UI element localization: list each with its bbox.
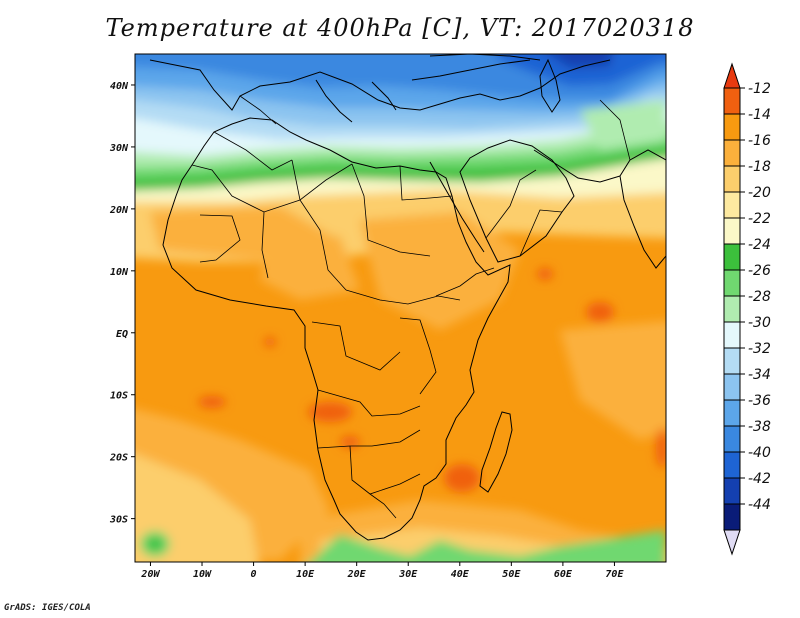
colorbar-label: -36: [748, 393, 771, 409]
colorbar-swatch: [723, 113, 741, 141]
lon-tick-label: 20E: [347, 569, 367, 580]
lat-tick-label: 10S: [110, 391, 128, 402]
plot-frame: [134, 53, 667, 563]
lat-tick-label: 30N: [109, 143, 129, 154]
lat-tick-label: 10N: [110, 267, 129, 278]
colorbar-label: -32: [748, 341, 771, 357]
lon-tick-label: 40E: [451, 569, 470, 580]
lon-tick-label: 30E: [398, 569, 418, 580]
colorbar-top-arrow: [723, 62, 741, 89]
lat-tick-label: 20S: [109, 453, 128, 464]
colorbar-label: -38: [748, 419, 771, 435]
lat-tick-label: 20N: [109, 205, 129, 216]
latitude-axis: 40N 30N 20N 10N EQ 10S 20S 30S: [109, 81, 135, 526]
lon-tick-label: 10W: [193, 569, 212, 580]
colorbar-label: -40: [748, 445, 771, 461]
lat-tick-label: 40N: [110, 81, 129, 92]
colorbar-swatch: [723, 87, 741, 115]
colorbar-swatch: [723, 321, 741, 349]
colorbar-label: -30: [748, 315, 771, 331]
colorbar-label: -26: [748, 263, 771, 279]
colorbar-label: -44: [748, 497, 771, 513]
colorbar-swatch: [723, 269, 741, 297]
colorbar-swatch: [723, 217, 741, 245]
colorbar-label: -42: [748, 471, 771, 487]
colorbar-label: -18: [748, 159, 771, 175]
colorbar-label: -20: [748, 185, 771, 201]
longitude-axis: 20W 10W 0 10E 20E 30E 40E 50E 60E 70E: [140, 562, 624, 580]
lon-tick-label: 50E: [502, 569, 521, 580]
lon-tick-label: 70E: [605, 569, 624, 580]
colorbar-swatch: [723, 295, 741, 323]
temperature-field: [135, 54, 666, 562]
map-title: Temperature at 400hPa [C], VT: 201702031…: [105, 14, 695, 42]
colorbar-swatch: [723, 243, 741, 271]
colorbar: -12 -14 -16 -18 -20 -22 -24 -26 -28 -30 -32 -34 -36 -…: [723, 62, 771, 556]
country-borders: [191, 95, 631, 519]
colorbar-label: -24: [748, 237, 771, 253]
colorbar-label: -16: [748, 133, 771, 149]
colorbar-label: -28: [748, 289, 771, 305]
colorbar-swatch: [723, 451, 741, 479]
colorbar-swatch: [723, 425, 741, 453]
colorbar-swatch: [723, 165, 741, 193]
colorbar-label: -34: [748, 367, 771, 383]
colorbar-swatch: [723, 139, 741, 167]
colorbar-label: -12: [748, 81, 771, 97]
lon-tick-label: 60E: [554, 569, 573, 580]
colorbar-bottom-arrow: [723, 529, 741, 556]
lon-tick-label: 20W: [140, 569, 160, 580]
colorbar-swatch: [723, 191, 741, 219]
lon-tick-label: 10E: [296, 569, 315, 580]
coastlines: [149, 54, 666, 541]
colorbar-swatch: [723, 373, 741, 401]
lat-tick-label: 30S: [109, 515, 128, 526]
colorbar-swatch: [723, 503, 741, 531]
colorbar-swatch: [723, 399, 741, 427]
colorbar-swatch: [723, 347, 741, 375]
colorbar-label: -22: [748, 211, 771, 227]
lon-tick-label: 0: [251, 569, 257, 580]
lat-tick-label: EQ: [116, 329, 128, 340]
colorbar-label: -14: [748, 107, 771, 123]
grads-credit: GrADS: IGES/COLA: [4, 603, 91, 613]
colorbar-swatch: [723, 477, 741, 505]
